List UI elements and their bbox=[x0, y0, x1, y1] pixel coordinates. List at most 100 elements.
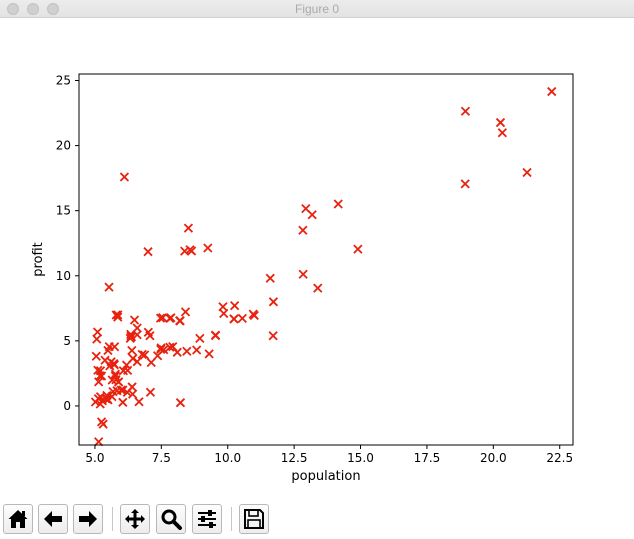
y-tick-label: 5 bbox=[63, 334, 71, 348]
x-tick-label: 12.5 bbox=[281, 451, 308, 465]
data-point bbox=[522, 167, 532, 178]
data-point bbox=[111, 375, 121, 385]
pan-button[interactable] bbox=[120, 504, 150, 534]
data-point bbox=[180, 307, 191, 317]
forward-button[interactable] bbox=[73, 504, 103, 534]
x-tick-label: 20.0 bbox=[480, 451, 507, 465]
data-point bbox=[104, 341, 114, 352]
data-point bbox=[98, 419, 108, 429]
data-point bbox=[497, 128, 507, 138]
x-axis-ticks: 5.0 7.5 10.0 12.5 15.0 17.5 20.0 22.5 bbox=[85, 445, 573, 465]
data-point bbox=[192, 345, 202, 355]
data-point bbox=[134, 397, 144, 407]
data-point bbox=[249, 310, 259, 321]
x-axis-label: population bbox=[291, 469, 360, 484]
data-point bbox=[313, 283, 323, 293]
data-point bbox=[182, 346, 192, 356]
data-point bbox=[219, 308, 229, 319]
data-point bbox=[152, 351, 163, 361]
data-point bbox=[95, 371, 105, 381]
data-point bbox=[210, 331, 221, 341]
data-point bbox=[113, 310, 123, 320]
data-point bbox=[165, 342, 175, 352]
save-button[interactable] bbox=[239, 504, 269, 534]
data-point bbox=[175, 398, 186, 408]
arrow-right-icon bbox=[79, 511, 97, 527]
move-arrows-icon bbox=[125, 509, 145, 529]
data-point bbox=[126, 331, 136, 341]
data-point bbox=[118, 397, 128, 407]
data-point bbox=[158, 313, 168, 323]
data-point bbox=[301, 203, 311, 214]
data-point bbox=[298, 269, 308, 279]
magnifier-icon bbox=[161, 509, 182, 530]
configure-subplots-button[interactable] bbox=[192, 504, 222, 534]
data-point bbox=[183, 223, 194, 233]
x-tick-label: 15.0 bbox=[347, 451, 374, 465]
home-button[interactable] bbox=[3, 504, 33, 534]
data-point bbox=[204, 349, 214, 359]
zoom-button[interactable] bbox=[156, 504, 186, 534]
data-point bbox=[230, 300, 240, 311]
data-point bbox=[143, 247, 153, 257]
sliders-icon bbox=[198, 510, 216, 528]
axes-frame bbox=[78, 73, 574, 446]
y-tick-label: 10 bbox=[56, 269, 71, 283]
data-point bbox=[102, 394, 113, 404]
data-point bbox=[90, 397, 101, 407]
back-button[interactable] bbox=[38, 504, 68, 534]
x-tick-label: 10.0 bbox=[214, 451, 241, 465]
arrow-left-icon bbox=[44, 511, 62, 527]
floppy-disk-icon bbox=[244, 509, 264, 529]
data-point bbox=[129, 315, 140, 325]
data-point bbox=[229, 314, 239, 324]
y-axis-ticks: 0 5 10 15 20 25 bbox=[56, 74, 79, 413]
data-point bbox=[460, 179, 470, 189]
data-point bbox=[97, 396, 108, 406]
data-point bbox=[106, 357, 116, 367]
data-point bbox=[93, 365, 103, 375]
data-point bbox=[495, 117, 506, 128]
window-titlebar: Figure 0 bbox=[0, 0, 634, 18]
data-point bbox=[186, 246, 197, 256]
data-point bbox=[203, 243, 213, 253]
window-minimize-button[interactable] bbox=[27, 3, 39, 15]
data-point bbox=[111, 310, 121, 320]
data-point bbox=[172, 347, 182, 357]
data-point bbox=[353, 244, 363, 254]
window-maximize-button[interactable] bbox=[47, 3, 59, 15]
data-point bbox=[145, 387, 156, 397]
data-point bbox=[119, 172, 130, 182]
x-tick-label: 17.5 bbox=[414, 451, 441, 465]
data-point bbox=[547, 86, 557, 97]
data-point bbox=[127, 382, 137, 392]
data-point bbox=[137, 349, 147, 360]
scatter-plot[interactable]: 5.0 7.5 10.0 12.5 15.0 17.5 20.0 22.5 0 5 10 15 20 2… bbox=[0, 18, 634, 501]
data-point bbox=[91, 351, 101, 361]
data-point bbox=[298, 225, 308, 235]
data-point bbox=[265, 273, 275, 283]
data-point bbox=[127, 345, 137, 356]
navigation-toolbar bbox=[0, 501, 634, 539]
toolbar-separator bbox=[231, 507, 232, 531]
data-point bbox=[118, 366, 128, 376]
data-point bbox=[166, 313, 176, 323]
x-tick-label: 7.5 bbox=[152, 451, 171, 465]
data-point bbox=[333, 199, 343, 209]
data-point bbox=[155, 313, 166, 323]
data-point bbox=[92, 327, 103, 337]
y-tick-label: 25 bbox=[56, 74, 71, 88]
data-point bbox=[118, 385, 128, 395]
data-point bbox=[104, 282, 114, 292]
window-close-button[interactable] bbox=[7, 3, 19, 15]
toolbar-separator bbox=[112, 507, 113, 531]
plot-marks bbox=[90, 86, 557, 447]
data-point bbox=[237, 313, 247, 323]
window-title: Figure 0 bbox=[294, 2, 340, 16]
y-tick-label: 15 bbox=[56, 204, 71, 218]
data-point bbox=[268, 331, 278, 341]
data-point bbox=[180, 246, 190, 256]
data-point bbox=[94, 437, 104, 447]
x-tick-label: 22.5 bbox=[546, 451, 573, 465]
home-icon bbox=[8, 510, 28, 528]
